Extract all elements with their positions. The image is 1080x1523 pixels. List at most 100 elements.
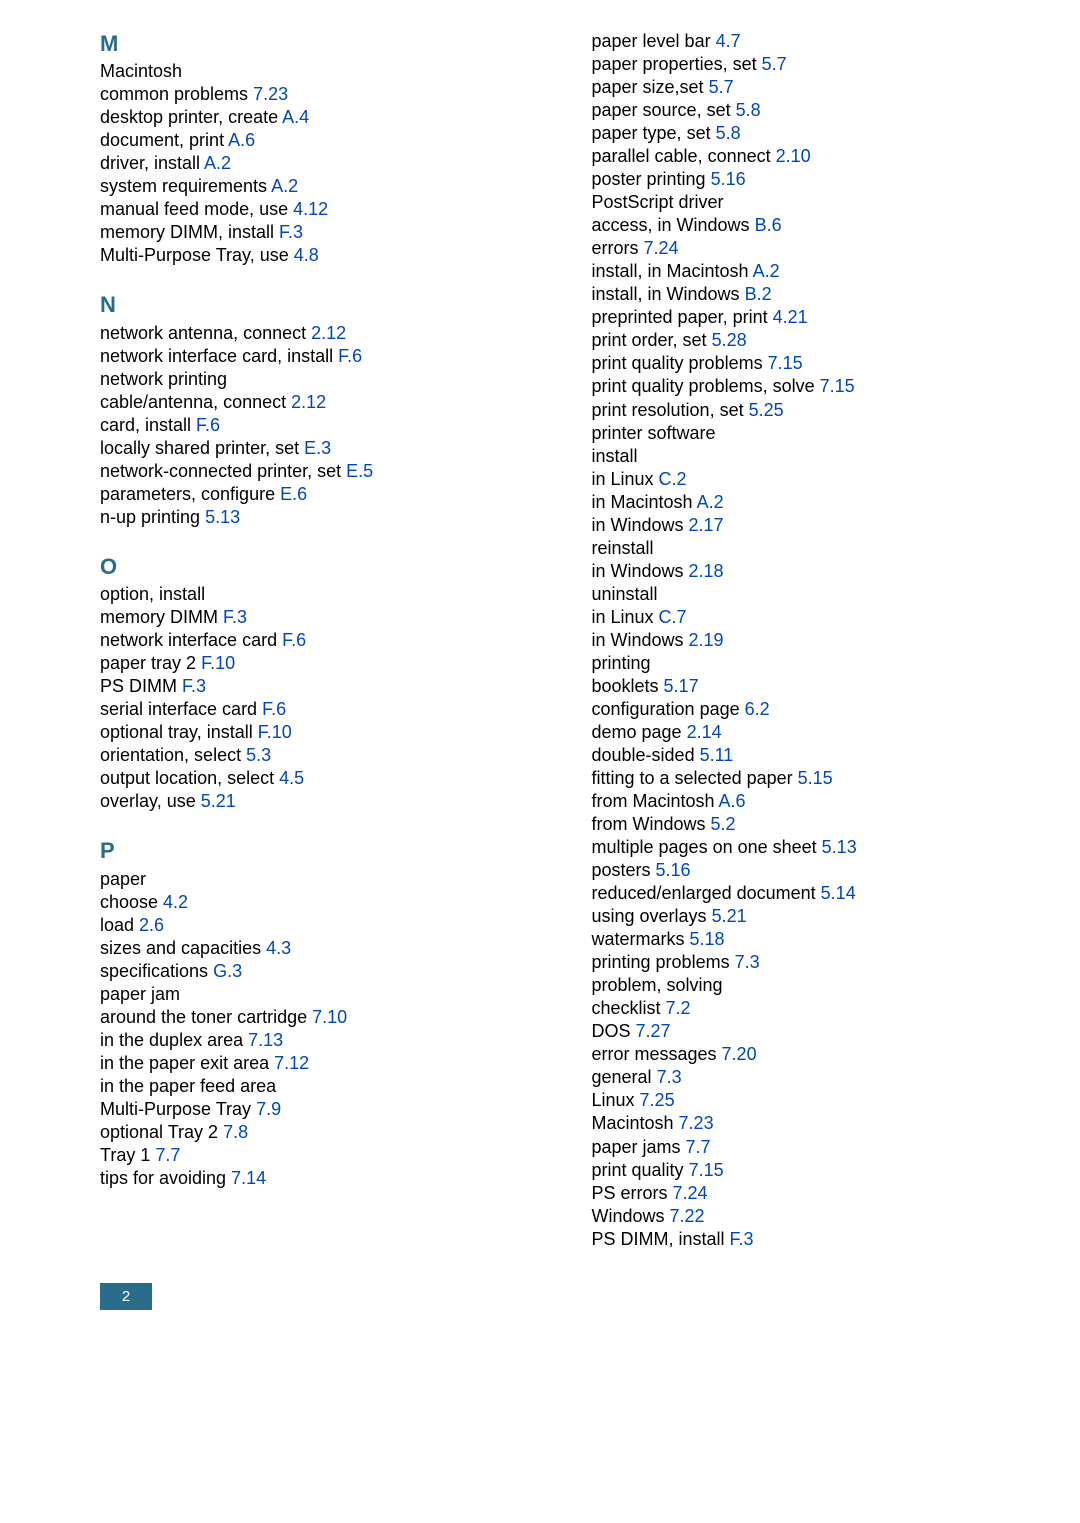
index-entry-ref[interactable]: A.2 [697, 492, 724, 512]
index-entry-ref[interactable]: 5.8 [736, 100, 761, 120]
index-entry-ref[interactable]: F.3 [279, 222, 303, 242]
index-entry-ref[interactable]: 7.14 [231, 1168, 266, 1188]
index-entry-ref[interactable]: E.6 [280, 484, 307, 504]
index-entry-ref[interactable]: 4.2 [163, 892, 188, 912]
index-entry-text: errors [592, 238, 644, 258]
index-entry: reduced/enlarged document 5.14 [592, 882, 1026, 905]
index-entry-ref[interactable]: 7.15 [820, 376, 855, 396]
index-entry-ref[interactable]: 7.15 [689, 1160, 724, 1180]
index-entry-ref[interactable]: 5.17 [664, 676, 699, 696]
index-entry-ref[interactable]: 2.19 [689, 630, 724, 650]
index-entry-ref[interactable]: A.4 [282, 107, 309, 127]
index-entry-ref[interactable]: 5.7 [762, 54, 787, 74]
index-entry-ref[interactable]: 6.2 [745, 699, 770, 719]
index-entry-ref[interactable]: 7.22 [670, 1206, 705, 1226]
index-entry-ref[interactable]: 4.12 [293, 199, 328, 219]
index-entry-ref[interactable]: F.3 [730, 1229, 754, 1249]
index-entry-ref[interactable]: F.10 [201, 653, 235, 673]
index-entry-ref[interactable]: 7.3 [657, 1067, 682, 1087]
index-entry-ref[interactable]: 5.16 [656, 860, 691, 880]
index-entry-ref[interactable]: 5.28 [712, 330, 747, 350]
index-entry-ref[interactable]: 7.3 [735, 952, 760, 972]
index-entry: n-up printing 5.13 [100, 506, 534, 529]
index-entry-ref[interactable]: 5.21 [201, 791, 236, 811]
index-entry-ref[interactable]: F.6 [282, 630, 306, 650]
index-entry-ref[interactable]: F.3 [223, 607, 247, 627]
index-entry: install [592, 445, 1026, 468]
index-entry-text: install, in Macintosh [592, 261, 753, 281]
index-entry: paper jams 7.7 [592, 1136, 1026, 1159]
index-entry-ref[interactable]: E.5 [346, 461, 373, 481]
index-entry-ref[interactable]: A.2 [753, 261, 780, 281]
index-entry-ref[interactable]: 7.13 [248, 1030, 283, 1050]
index-entry-ref[interactable]: 4.21 [773, 307, 808, 327]
index-entry-ref[interactable]: 7.7 [155, 1145, 180, 1165]
index-entry-ref[interactable]: F.6 [338, 346, 362, 366]
index-entry-ref[interactable]: 7.20 [722, 1044, 757, 1064]
index-entry-ref[interactable]: C.2 [659, 469, 687, 489]
index-entry-ref[interactable]: A.6 [719, 791, 746, 811]
index-entry-ref[interactable]: C.7 [659, 607, 687, 627]
index-entry-ref[interactable]: B.2 [745, 284, 772, 304]
index-entry-ref[interactable]: 7.9 [256, 1099, 281, 1119]
index-entry-text: error messages [592, 1044, 722, 1064]
index-entry-ref[interactable]: 7.27 [636, 1021, 671, 1041]
index-entry-ref[interactable]: 5.7 [709, 77, 734, 97]
index-entry-ref[interactable]: 7.15 [768, 353, 803, 373]
index-entry: PS DIMM, install F.3 [592, 1228, 1026, 1251]
index-entry-text: reduced/enlarged document [592, 883, 821, 903]
index-entry-ref[interactable]: 5.18 [690, 929, 725, 949]
index-entry-ref[interactable]: 2.17 [689, 515, 724, 535]
index-entry-ref[interactable]: 5.14 [821, 883, 856, 903]
index-entry-ref[interactable]: 2.10 [776, 146, 811, 166]
index-entry-ref[interactable]: 5.2 [711, 814, 736, 834]
index-entry: general 7.3 [592, 1066, 1026, 1089]
index-entry-text: paper properties, set [592, 54, 762, 74]
index-entry-ref[interactable]: 5.16 [711, 169, 746, 189]
index-entry-ref[interactable]: 5.15 [798, 768, 833, 788]
index-entry-ref[interactable]: 2.12 [311, 323, 346, 343]
index-entry-ref[interactable]: 7.12 [274, 1053, 309, 1073]
index-entry-ref[interactable]: 2.6 [139, 915, 164, 935]
index-entry-ref[interactable]: 7.7 [686, 1137, 711, 1157]
index-entry-ref[interactable]: 5.3 [246, 745, 271, 765]
index-entry-ref[interactable]: 7.25 [640, 1090, 675, 1110]
index-entry-ref[interactable]: 7.23 [253, 84, 288, 104]
index-entry-ref[interactable]: E.3 [304, 438, 331, 458]
index-entry-ref[interactable]: 2.14 [687, 722, 722, 742]
index-entry-ref[interactable]: 2.12 [291, 392, 326, 412]
index-entry-ref[interactable]: 5.25 [749, 400, 784, 420]
index-entry-ref[interactable]: 7.24 [644, 238, 679, 258]
index-entry: poster printing 5.16 [592, 168, 1026, 191]
index-entry-ref[interactable]: F.10 [258, 722, 292, 742]
index-entry-ref[interactable]: G.3 [213, 961, 242, 981]
index-entry-ref[interactable]: 7.8 [223, 1122, 248, 1142]
index-entry-ref[interactable]: 4.8 [294, 245, 319, 265]
index-entry-ref[interactable]: F.6 [196, 415, 220, 435]
index-entry-ref[interactable]: 5.8 [716, 123, 741, 143]
index-entry-ref[interactable]: 5.21 [712, 906, 747, 926]
index-entry: fitting to a selected paper 5.15 [592, 767, 1026, 790]
index-entry-ref[interactable]: 7.23 [679, 1113, 714, 1133]
index-entry-ref[interactable]: 7.10 [312, 1007, 347, 1027]
index-entry-ref[interactable]: B.6 [755, 215, 782, 235]
index-entry-ref[interactable]: A.2 [271, 176, 298, 196]
index-entry-ref[interactable]: 7.24 [673, 1183, 708, 1203]
index-entry-ref[interactable]: F.3 [182, 676, 206, 696]
index-entry-ref[interactable]: 4.5 [279, 768, 304, 788]
index-column-right: paper level bar 4.7paper properties, set… [592, 30, 1026, 1251]
index-entry-ref[interactable]: 7.2 [666, 998, 691, 1018]
index-entry-text: system requirements [100, 176, 271, 196]
index-entry-ref[interactable]: F.6 [262, 699, 286, 719]
index-entry-ref[interactable]: 5.11 [700, 745, 734, 765]
index-entry-ref[interactable]: 5.13 [205, 507, 240, 527]
index-entry-ref[interactable]: 4.7 [716, 31, 741, 51]
index-entry: configuration page 6.2 [592, 698, 1026, 721]
index-entry-ref[interactable]: A.6 [228, 130, 255, 150]
index-entry: in Macintosh A.2 [592, 491, 1026, 514]
index-entry-ref[interactable]: 2.18 [689, 561, 724, 581]
index-entry: orientation, select 5.3 [100, 744, 534, 767]
index-entry-ref[interactable]: A.2 [204, 153, 231, 173]
index-entry-ref[interactable]: 4.3 [266, 938, 291, 958]
index-entry-ref[interactable]: 5.13 [822, 837, 857, 857]
